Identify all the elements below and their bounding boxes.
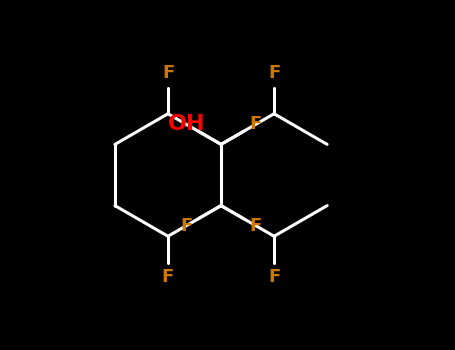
Text: F: F: [268, 267, 280, 286]
Text: F: F: [162, 64, 174, 83]
Text: F: F: [180, 217, 192, 235]
Text: F: F: [250, 115, 262, 133]
Text: OH: OH: [167, 114, 205, 134]
Text: F: F: [162, 267, 174, 286]
Text: F: F: [268, 64, 280, 83]
Text: F: F: [250, 217, 262, 235]
